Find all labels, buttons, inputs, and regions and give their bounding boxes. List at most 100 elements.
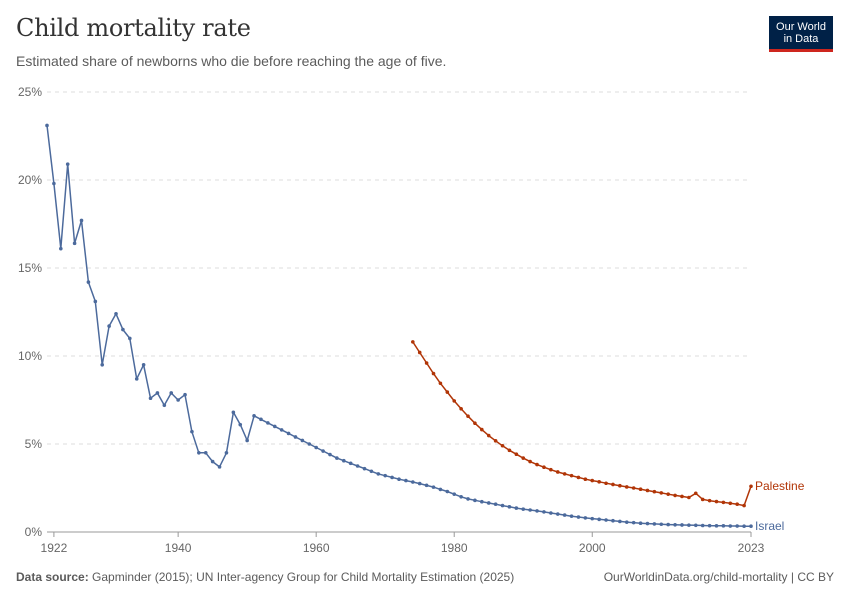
data-point: [542, 510, 546, 514]
data-source: Data source: Gapminder (2015); UN Inter-…: [16, 570, 514, 584]
data-point: [52, 181, 56, 186]
series-line-palestine: [412, 341, 752, 507]
data-point: [59, 246, 63, 251]
data-point: [549, 467, 553, 472]
y-tick-label: 10%: [18, 349, 42, 363]
data-point: [65, 162, 70, 166]
data-point: [742, 524, 746, 528]
data-point: [590, 516, 595, 521]
data-point: [493, 439, 498, 443]
data-point: [521, 456, 526, 460]
data-point: [693, 523, 698, 528]
data-point: [155, 391, 160, 395]
data-point: [680, 494, 684, 499]
data-point: [493, 502, 498, 506]
data-point: [528, 459, 532, 464]
owid-logo[interactable]: Our World in Data: [769, 16, 833, 52]
data-point: [190, 429, 194, 434]
y-tick-label: 15%: [18, 261, 42, 275]
data-point: [279, 428, 284, 432]
data-point: [535, 509, 539, 513]
data-point: [466, 497, 470, 501]
data-point: [411, 480, 415, 484]
data-point: [459, 495, 463, 499]
data-point: [576, 515, 581, 519]
data-point: [555, 512, 560, 516]
chart-title: Child mortality rate: [16, 14, 251, 42]
data-point: [542, 465, 546, 470]
data-point: [466, 414, 470, 418]
data-point: [162, 403, 167, 408]
data-point: [148, 396, 153, 401]
data-point: [231, 410, 236, 415]
data-point: [728, 501, 733, 506]
data-point: [666, 522, 670, 527]
data-point: [631, 486, 636, 490]
data-point: [707, 498, 712, 503]
data-point: [390, 475, 394, 480]
x-tick-label: 2023: [738, 541, 765, 555]
data-point: [618, 483, 622, 488]
data-point: [569, 473, 574, 478]
data-point: [749, 484, 753, 489]
data-point: [631, 520, 636, 525]
data-point: [714, 524, 719, 528]
data-point: [700, 497, 705, 502]
logo-line-1: Our World: [776, 21, 826, 33]
data-point: [583, 516, 588, 520]
data-point: [397, 477, 401, 482]
data-point: [528, 508, 532, 512]
data-point: [500, 443, 505, 448]
data-point: [362, 466, 367, 471]
data-point: [438, 381, 443, 386]
x-tick-label: 1922: [41, 541, 68, 555]
data-point: [521, 507, 526, 511]
series-label-israel: Israel: [755, 519, 784, 533]
data-point: [369, 469, 374, 474]
data-point: [252, 414, 256, 418]
data-source-label: Data source:: [16, 570, 89, 584]
data-point: [611, 518, 615, 523]
logo-line-2: in Data: [783, 33, 819, 45]
data-point: [286, 431, 291, 436]
data-point: [486, 433, 491, 438]
data-point: [514, 452, 519, 457]
data-point: [562, 472, 567, 476]
data-point: [714, 499, 719, 504]
data-point: [742, 503, 746, 508]
footer-credit[interactable]: OurWorldinData.org/child-mortality | CC …: [603, 570, 834, 584]
data-point: [203, 451, 208, 455]
data-point: [555, 470, 560, 474]
data-point: [590, 478, 595, 483]
data-point: [121, 327, 125, 332]
y-tick-label: 5%: [25, 437, 43, 451]
data-point: [535, 462, 539, 467]
data-point: [376, 472, 381, 476]
data-point: [500, 503, 505, 508]
data-point: [652, 489, 657, 494]
data-point: [259, 417, 263, 422]
data-point: [417, 481, 422, 486]
data-point: [749, 524, 753, 528]
data-point: [183, 392, 187, 397]
data-point: [431, 371, 436, 376]
data-point: [514, 506, 519, 510]
data-point: [438, 487, 443, 492]
data-point: [93, 299, 98, 304]
data-point: [735, 524, 739, 528]
data-point: [452, 399, 457, 403]
data-point: [659, 522, 664, 527]
data-point: [169, 391, 174, 395]
data-point: [638, 521, 643, 525]
data-point: [604, 518, 608, 522]
data-point: [314, 445, 318, 450]
data-point: [300, 438, 305, 443]
data-point: [707, 523, 712, 528]
data-point: [680, 523, 684, 527]
data-point: [293, 435, 298, 439]
y-tick-label: 20%: [18, 173, 42, 187]
data-point: [480, 427, 484, 432]
data-point: [604, 481, 608, 486]
data-point: [645, 521, 650, 526]
